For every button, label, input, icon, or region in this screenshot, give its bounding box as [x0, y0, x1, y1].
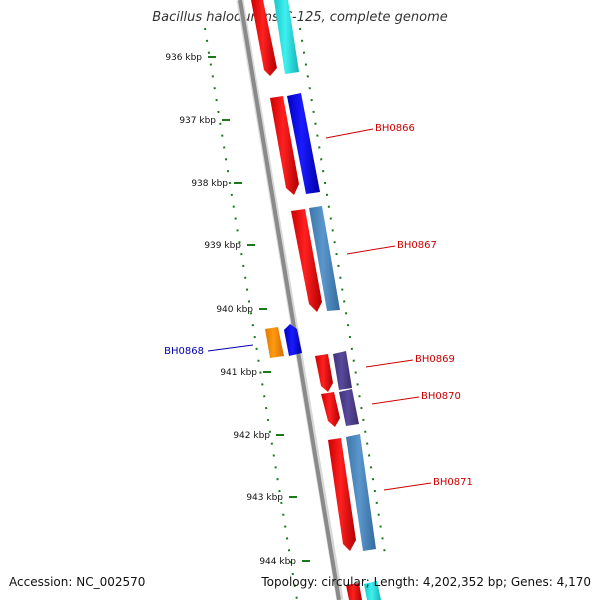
tick-label: 942 kbp: [233, 431, 270, 441]
cds-arrow-bh0869[interactable]: [315, 354, 333, 392]
gene-label-bh0868[interactable]: BH0868: [164, 346, 204, 357]
gene-label-connector: [365, 359, 414, 368]
cyan-feature-bottom[interactable]: [364, 581, 381, 600]
cds-arrow-bh0867[interactable]: [291, 209, 322, 312]
gene-label-bh0870[interactable]: BH0870: [421, 391, 461, 402]
gene-label-bh0867[interactable]: BH0867: [397, 240, 437, 251]
genome-summary-text: Topology: circular; Length: 4,202,352 bp…: [261, 575, 591, 589]
gene-label-connector: [371, 396, 420, 405]
accession-text: Accession: NC_002570: [9, 575, 146, 589]
gene-arrow-bh0870[interactable]: [339, 389, 359, 426]
gene-arrow-bh0869[interactable]: [333, 351, 352, 390]
gene-arrow-bh0871[interactable]: [346, 434, 376, 551]
gene-arrow-bh0868[interactable]: [284, 324, 302, 356]
gene-arrow-bh0868-orange[interactable]: [265, 327, 284, 358]
tick-label: 939 kbp: [204, 241, 241, 251]
cds-arrow-bh0866[interactable]: [270, 96, 299, 195]
gene-label-bh0869[interactable]: BH0869: [415, 354, 455, 365]
gene-label-connector: [325, 128, 374, 139]
gene-label-bh0871[interactable]: BH0871: [433, 477, 473, 488]
gene-arrow-bh0867[interactable]: [309, 206, 340, 311]
cds-arrow-bh0870[interactable]: [321, 392, 340, 427]
cyan-feature-top[interactable]: [274, 0, 299, 74]
tick-label: 943 kbp: [246, 493, 283, 503]
cds-arrow-top[interactable]: [251, 0, 277, 76]
tick-dotted-line: [204, 27, 298, 600]
gene-label-connector: [207, 344, 254, 352]
gene-label-connector: [346, 245, 396, 255]
tick-label: 940 kbp: [216, 305, 253, 315]
sequence-backbone: [238, 0, 341, 600]
gene-arrow-bh0866[interactable]: [287, 93, 320, 194]
tick-label: 944 kbp: [259, 557, 296, 567]
tick-label: 938 kbp: [191, 179, 228, 189]
map-title: Bacillus halodurans C-125, complete geno…: [152, 10, 448, 25]
gene-label-bh0866[interactable]: BH0866: [375, 123, 415, 134]
cds-arrow-bottom[interactable]: [346, 583, 362, 600]
tick-label: 941 kbp: [220, 368, 257, 378]
tick-label: 936 kbp: [165, 53, 202, 63]
cds-arrow-bh0871[interactable]: [328, 438, 356, 551]
gene-label-connector: [383, 482, 432, 491]
tick-label: 937 kbp: [179, 116, 216, 126]
